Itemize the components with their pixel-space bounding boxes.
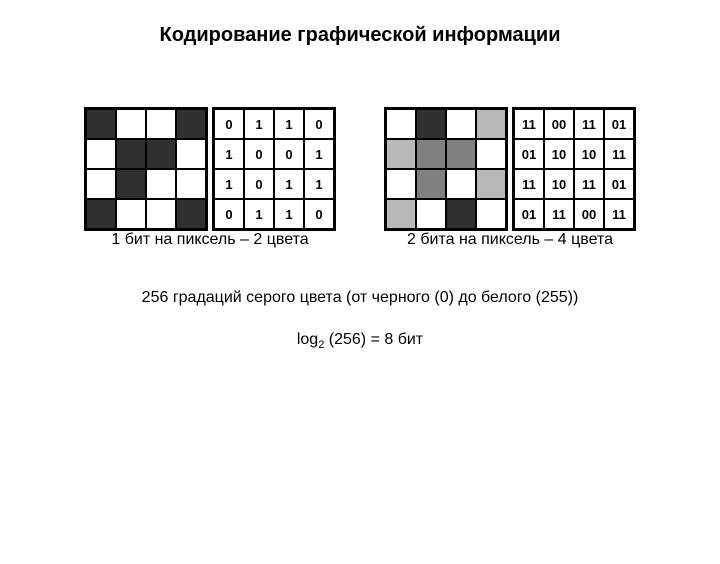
value-cell: 11 xyxy=(514,109,544,139)
value-cell: 0 xyxy=(244,169,274,199)
value-cell: 01 xyxy=(514,139,544,169)
pixel-cell xyxy=(176,109,206,139)
pixel-cell xyxy=(446,199,476,229)
left-caption: 1 бит на пиксель – 2 цвета xyxy=(70,231,350,249)
pixel-cell xyxy=(176,139,206,169)
value-cell: 11 xyxy=(544,199,574,229)
pixel-cell xyxy=(476,139,506,169)
pixel-cell xyxy=(416,169,446,199)
value-cell: 10 xyxy=(574,139,604,169)
pixel-cell xyxy=(476,169,506,199)
value-cell: 1 xyxy=(214,169,244,199)
pixel-cell xyxy=(176,169,206,199)
pixel-cell xyxy=(386,199,416,229)
pixel-cell xyxy=(86,109,116,139)
value-cell: 10 xyxy=(544,139,574,169)
value-cell: 0 xyxy=(304,109,334,139)
right-pair: 11001101011010111110110101110011 xyxy=(384,107,636,231)
pixel-cell xyxy=(86,169,116,199)
value-cell: 1 xyxy=(304,139,334,169)
pixel-cell xyxy=(386,169,416,199)
value-cell: 01 xyxy=(604,109,634,139)
pixel-cell xyxy=(416,109,446,139)
value-cell: 00 xyxy=(574,199,604,229)
pixel-cell xyxy=(116,169,146,199)
pixel-cell xyxy=(86,199,116,229)
value-cell: 11 xyxy=(574,109,604,139)
pixel-cell xyxy=(446,169,476,199)
value-cell: 1 xyxy=(244,199,274,229)
left-pixel-grid xyxy=(84,107,208,231)
pixel-cell xyxy=(416,199,446,229)
value-cell: 1 xyxy=(244,109,274,139)
value-cell: 10 xyxy=(544,169,574,199)
value-cell: 1 xyxy=(274,169,304,199)
pixel-cell xyxy=(146,199,176,229)
left-pair: 0110100110110110 xyxy=(84,107,336,231)
value-cell: 11 xyxy=(604,199,634,229)
body-text: 256 градаций серого цвета (от черного (0… xyxy=(0,289,720,307)
value-cell: 11 xyxy=(514,169,544,199)
value-cell: 0 xyxy=(274,139,304,169)
pixel-cell xyxy=(446,109,476,139)
value-cell: 1 xyxy=(274,109,304,139)
pixel-cell xyxy=(146,169,176,199)
pixel-cell xyxy=(146,139,176,169)
value-cell: 01 xyxy=(604,169,634,199)
grids-row: 0110100110110110 11001101011010111110110… xyxy=(0,107,720,231)
left-value-grid: 0110100110110110 xyxy=(212,107,336,231)
pixel-cell xyxy=(386,139,416,169)
value-cell: 01 xyxy=(514,199,544,229)
right-value-grid: 11001101011010111110110101110011 xyxy=(512,107,636,231)
pixel-cell xyxy=(386,109,416,139)
pixel-cell xyxy=(476,199,506,229)
formula-post: (256) = 8 бит xyxy=(324,331,423,348)
pixel-cell xyxy=(476,109,506,139)
right-caption: 2 бита на пиксель – 4 цвета xyxy=(370,231,650,249)
pixel-cell xyxy=(416,139,446,169)
value-cell: 1 xyxy=(274,199,304,229)
pixel-cell xyxy=(146,109,176,139)
right-pixel-grid xyxy=(384,107,508,231)
value-cell: 1 xyxy=(304,169,334,199)
value-cell: 11 xyxy=(604,139,634,169)
page-title: Кодирование графической информации xyxy=(0,24,720,47)
pixel-cell xyxy=(116,109,146,139)
value-cell: 0 xyxy=(244,139,274,169)
value-cell: 00 xyxy=(544,109,574,139)
formula: log2 (256) = 8 бит xyxy=(0,331,720,351)
captions-row: 1 бит на пиксель – 2 цвета 2 бита на пик… xyxy=(0,231,720,249)
formula-pre: log xyxy=(297,331,318,348)
value-cell: 11 xyxy=(574,169,604,199)
pixel-cell xyxy=(86,139,116,169)
value-cell: 1 xyxy=(214,139,244,169)
value-cell: 0 xyxy=(214,199,244,229)
value-cell: 0 xyxy=(214,109,244,139)
pixel-cell xyxy=(446,139,476,169)
pixel-cell xyxy=(176,199,206,229)
pixel-cell xyxy=(116,139,146,169)
pixel-cell xyxy=(116,199,146,229)
value-cell: 0 xyxy=(304,199,334,229)
